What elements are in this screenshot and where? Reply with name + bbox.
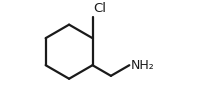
Text: NH₂: NH₂ — [131, 59, 155, 72]
Text: Cl: Cl — [93, 2, 106, 16]
